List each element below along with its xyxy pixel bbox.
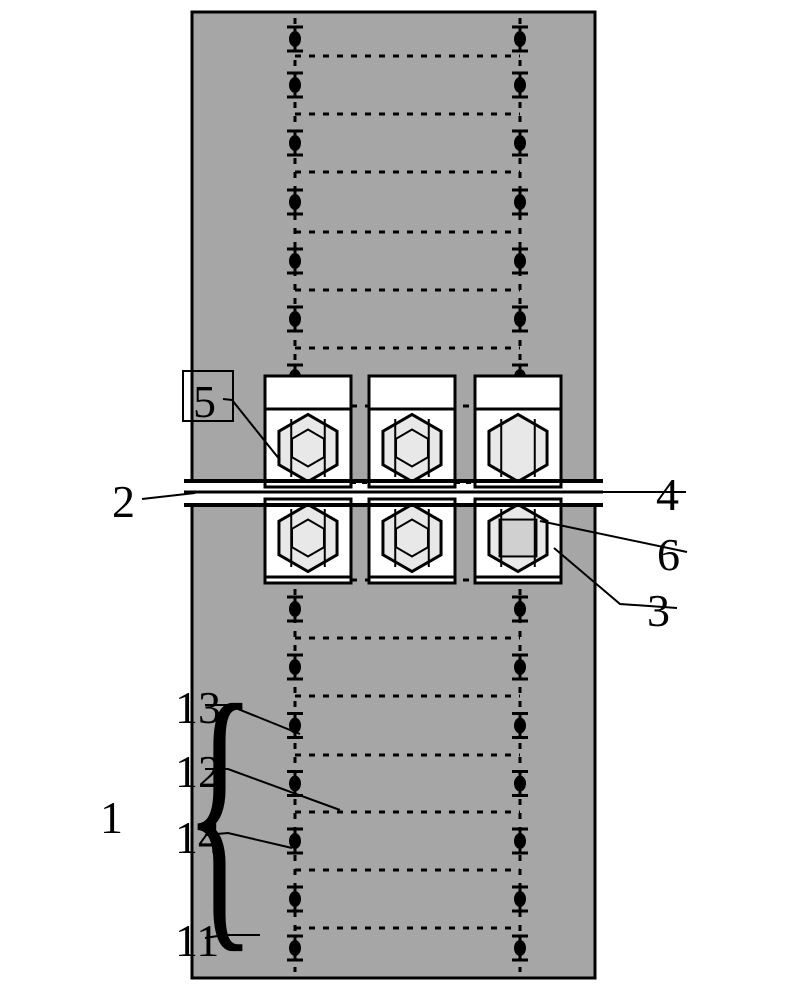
rebar-dot <box>289 77 301 93</box>
bolt-head-hex <box>489 414 547 481</box>
group-brace: { <box>184 660 256 960</box>
bolt-head-hex <box>279 504 337 571</box>
rebar-dot <box>289 776 301 792</box>
rebar-dot <box>289 601 301 617</box>
rebar-dot <box>514 194 526 210</box>
rebar-dot <box>289 135 301 151</box>
bolt-head-hex <box>383 504 441 571</box>
rebar-dot <box>514 601 526 617</box>
rebar-dot <box>514 77 526 93</box>
callout-label-4: 4 <box>656 472 679 518</box>
rebar-dot <box>289 311 301 327</box>
callout-label-5: 5 <box>193 379 216 425</box>
rebar-dot <box>289 891 301 907</box>
rebar-dot <box>514 311 526 327</box>
rebar-dot <box>289 253 301 269</box>
rebar-dot <box>514 776 526 792</box>
rebar-dot <box>514 718 526 734</box>
rebar-dot <box>289 833 301 849</box>
rebar-dot <box>514 659 526 675</box>
rebar-dot <box>289 194 301 210</box>
rebar-dot <box>514 940 526 956</box>
callout-label-6: 6 <box>657 532 680 578</box>
diagram-stage: 5246313121411{1 <box>0 0 785 1000</box>
rebar-dot <box>514 31 526 47</box>
rebar-dot <box>514 833 526 849</box>
rebar-dot <box>514 891 526 907</box>
rebar-dot <box>289 659 301 675</box>
bolt-head-hex <box>383 414 441 481</box>
group-label-1: 1 <box>100 795 123 841</box>
rebar-dot <box>514 253 526 269</box>
bolt-nut <box>500 520 537 557</box>
rebar-dot <box>514 135 526 151</box>
callout-label-2: 2 <box>112 479 135 525</box>
bolt-head-hex <box>279 414 337 481</box>
rebar-dot <box>289 31 301 47</box>
callout-label-3: 3 <box>647 588 670 634</box>
rebar-dot <box>289 940 301 956</box>
